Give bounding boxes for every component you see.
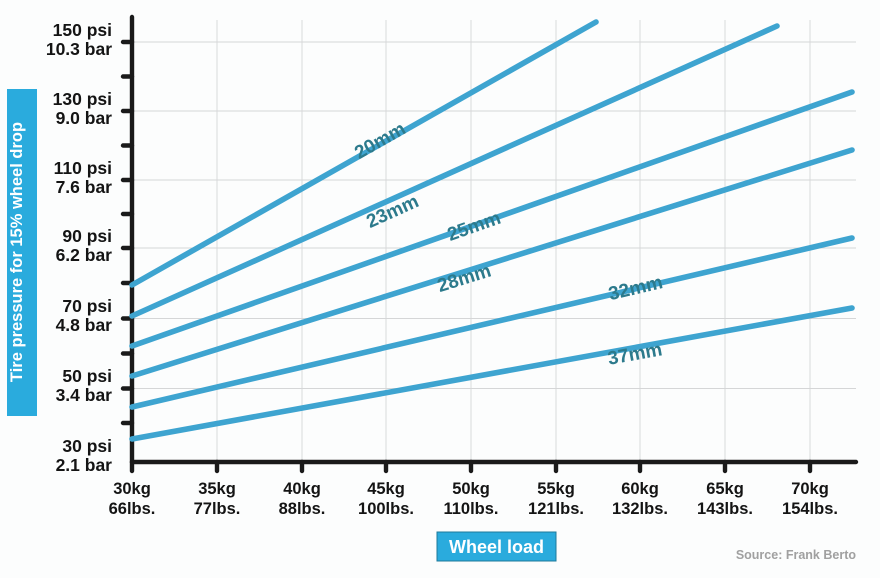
- svg-text:150 psi: 150 psi: [53, 20, 112, 40]
- svg-text:143lbs.: 143lbs.: [697, 500, 753, 518]
- svg-text:77lbs.: 77lbs.: [194, 500, 241, 518]
- svg-text:100lbs.: 100lbs.: [358, 500, 414, 518]
- svg-text:132lbs.: 132lbs.: [612, 500, 668, 518]
- svg-text:130 psi: 130 psi: [53, 89, 112, 109]
- svg-text:Source: Frank Berto: Source: Frank Berto: [736, 548, 857, 562]
- svg-text:88lbs.: 88lbs.: [279, 500, 326, 518]
- svg-text:30kg: 30kg: [113, 480, 151, 498]
- svg-text:40kg: 40kg: [283, 480, 321, 498]
- svg-text:90 psi: 90 psi: [62, 226, 112, 246]
- svg-text:70 psi: 70 psi: [62, 296, 112, 316]
- svg-text:110 psi: 110 psi: [54, 158, 112, 178]
- svg-text:70kg: 70kg: [791, 480, 829, 498]
- svg-text:55kg: 55kg: [537, 480, 575, 498]
- svg-text:110lbs.: 110lbs.: [443, 500, 498, 518]
- svg-text:30 psi: 30 psi: [62, 436, 112, 456]
- svg-text:50 psi: 50 psi: [62, 366, 112, 386]
- svg-text:4.8 bar: 4.8 bar: [56, 315, 113, 335]
- svg-text:10.3 bar: 10.3 bar: [46, 39, 112, 59]
- svg-text:121lbs.: 121lbs.: [528, 500, 584, 518]
- svg-text:Tire pressure for 15% wheel dr: Tire pressure for 15% wheel drop: [8, 122, 26, 382]
- svg-text:154lbs.: 154lbs.: [782, 500, 838, 518]
- svg-text:Wheel load: Wheel load: [449, 537, 544, 557]
- svg-text:2.1 bar: 2.1 bar: [56, 455, 113, 475]
- svg-text:35kg: 35kg: [198, 480, 236, 498]
- svg-text:3.4 bar: 3.4 bar: [56, 385, 113, 405]
- svg-text:50kg: 50kg: [452, 480, 490, 498]
- svg-text:7.6 bar: 7.6 bar: [56, 177, 113, 197]
- svg-text:60kg: 60kg: [621, 480, 659, 498]
- svg-text:6.2 bar: 6.2 bar: [56, 245, 113, 265]
- svg-text:45kg: 45kg: [367, 480, 405, 498]
- svg-text:65kg: 65kg: [706, 480, 744, 498]
- svg-text:66lbs.: 66lbs.: [109, 500, 156, 518]
- svg-text:9.0 bar: 9.0 bar: [56, 108, 113, 128]
